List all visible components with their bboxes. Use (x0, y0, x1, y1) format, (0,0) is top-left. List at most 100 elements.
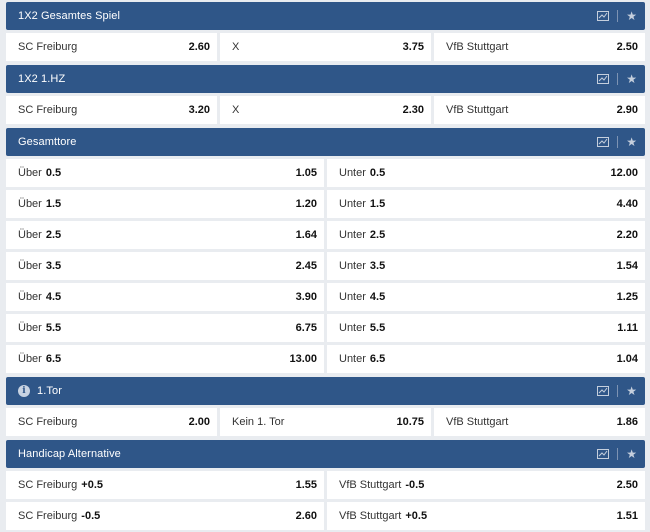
handicap-value: 5.5 (369, 322, 386, 334)
selection-label: Über 6.5 (18, 353, 61, 365)
stats-icon[interactable] (597, 11, 610, 21)
selection-text: Unter (339, 291, 366, 303)
selection-label: Unter 4.5 (339, 291, 385, 303)
odds-cell[interactable]: SC Freiburg 3.20 (6, 96, 217, 124)
selection-label: Über 5.5 (18, 322, 61, 334)
selection-label: VfB Stuttgart (446, 104, 509, 116)
handicap-value: +0.5 (405, 510, 428, 522)
stats-icon[interactable] (597, 74, 610, 84)
handicap-value: 1.5 (369, 198, 386, 210)
selection-text: Über (18, 353, 42, 365)
odds-cell[interactable]: Über 4.5 3.90 (6, 283, 324, 311)
market-header[interactable]: 1X2 Gesamtes Spiel ★ (6, 2, 645, 30)
odds-cell[interactable]: SC Freiburg -0.5 2.60 (6, 502, 324, 530)
star-icon[interactable]: ★ (626, 9, 637, 23)
odds-value: 1.11 (617, 322, 638, 334)
odds-cell[interactable]: VfB Stuttgart 2.50 (434, 33, 645, 61)
odds-cell[interactable]: X 2.30 (220, 96, 431, 124)
odds-cell[interactable]: X 3.75 (220, 33, 431, 61)
odds-value: 1.04 (616, 353, 638, 365)
market-header[interactable]: Gesamttore ★ (6, 128, 645, 156)
handicap-value: -0.5 (405, 479, 425, 491)
odds-value: 2.50 (616, 479, 638, 491)
odds-cell[interactable]: Unter 5.5 1.11 (327, 314, 645, 342)
odds-value: 2.30 (402, 104, 424, 116)
odds-cell[interactable]: Über 3.5 2.45 (6, 252, 324, 280)
selection-label: Über 3.5 (18, 260, 61, 272)
selection-text: Unter (339, 167, 366, 179)
selection-label: Unter 2.5 (339, 229, 385, 241)
handicap-value: -0.5 (81, 510, 101, 522)
odds-value: 2.00 (188, 416, 210, 428)
odds-value: 1.25 (616, 291, 638, 303)
odds-cell[interactable]: Unter 6.5 1.04 (327, 345, 645, 373)
odds-value: 10.75 (396, 416, 424, 428)
market-handicap-alternative: Handicap Alternative ★ SC Freiburg +0.5 1.… (6, 440, 645, 532)
odds-cell[interactable]: Unter 0.5 12.00 (327, 159, 645, 187)
handicap-value: +0.5 (81, 479, 104, 491)
market-title: 1X2 Gesamtes Spiel (18, 10, 121, 22)
handicap-value: 4.5 (45, 291, 62, 303)
selection-text: Unter (339, 229, 366, 241)
odds-value: 1.64 (295, 229, 317, 241)
star-icon[interactable]: ★ (626, 447, 637, 461)
selection-label: Unter 3.5 (339, 260, 385, 272)
odds-value: 13.00 (289, 353, 317, 365)
selection-text: VfB Stuttgart (339, 479, 402, 491)
odds-cell[interactable]: Unter 4.5 1.25 (327, 283, 645, 311)
odds-value: 3.90 (295, 291, 317, 303)
market-tools: ★ (597, 2, 637, 30)
market-header[interactable]: i 1.Tor ★ (6, 377, 645, 405)
market-header[interactable]: 1X2 1.HZ ★ (6, 65, 645, 93)
odds-cell[interactable]: Unter 3.5 1.54 (327, 252, 645, 280)
star-icon[interactable]: ★ (626, 72, 637, 86)
odds-cell[interactable]: Unter 2.5 2.20 (327, 221, 645, 249)
stats-icon[interactable] (597, 137, 610, 147)
divider (617, 136, 619, 148)
odds-cell[interactable]: SC Freiburg +0.5 1.55 (6, 471, 324, 499)
selection-text: Unter (339, 322, 366, 334)
odds-row: SC Freiburg 3.20 X 2.30 VfB Stuttgart 2.90 (6, 96, 645, 124)
odds-cell[interactable]: VfB Stuttgart 1.86 (434, 408, 645, 436)
odds-cell[interactable]: Über 0.5 1.05 (6, 159, 324, 187)
selection-label: SC Freiburg -0.5 (18, 510, 100, 522)
market-1x2-full: 1X2 Gesamtes Spiel ★ SC Freiburg 2.60 X 3.… (6, 2, 645, 64)
odds-value: 1.05 (295, 167, 317, 179)
selection-text: SC Freiburg (18, 479, 78, 491)
odds-value: 1.54 (616, 260, 638, 272)
odds-cell[interactable]: Unter 1.5 4.40 (327, 190, 645, 218)
star-icon[interactable]: ★ (626, 135, 637, 149)
odds-row: Über 4.5 3.90 Unter 4.5 1.25 (6, 283, 645, 311)
odds-cell[interactable]: SC Freiburg 2.00 (6, 408, 217, 436)
odds-cell[interactable]: Über 2.5 1.64 (6, 221, 324, 249)
odds-cell[interactable]: VfB Stuttgart -0.5 2.50 (327, 471, 645, 499)
odds-row: SC Freiburg +0.5 1.55 VfB Stuttgart -0.5 2.5… (6, 471, 645, 499)
odds-cell[interactable]: Über 5.5 6.75 (6, 314, 324, 342)
odds-value: 2.60 (295, 510, 317, 522)
stats-icon[interactable] (597, 449, 610, 459)
odds-cell[interactable]: Über 6.5 13.00 (6, 345, 324, 373)
odds-row: SC Freiburg 2.60 X 3.75 VfB Stuttgart 2.50 (6, 33, 645, 61)
odds-cell[interactable]: Kein 1. Tor 10.75 (220, 408, 431, 436)
divider (617, 10, 619, 22)
star-icon[interactable]: ★ (626, 384, 637, 398)
odds-cell[interactable]: SC Freiburg 2.60 (6, 33, 217, 61)
odds-value: 2.60 (188, 41, 210, 53)
selection-label: X (232, 104, 240, 116)
info-icon[interactable]: i (18, 385, 30, 397)
market-title: 1.Tor (37, 385, 62, 397)
selection-label: X (232, 41, 240, 53)
handicap-value: 4.5 (369, 291, 386, 303)
odds-cell[interactable]: VfB Stuttgart +0.5 1.51 (327, 502, 645, 530)
odds-cell[interactable]: VfB Stuttgart 2.90 (434, 96, 645, 124)
odds-value: 2.90 (616, 104, 638, 116)
stats-icon[interactable] (597, 386, 610, 396)
market-title: Handicap Alternative (18, 448, 121, 460)
selection-label: Über 2.5 (18, 229, 61, 241)
selection-text: Über (18, 260, 42, 272)
odds-cell[interactable]: Über 1.5 1.20 (6, 190, 324, 218)
market-title: 1X2 1.HZ (18, 73, 66, 85)
market-header[interactable]: Handicap Alternative ★ (6, 440, 645, 468)
handicap-value: 3.5 (369, 260, 386, 272)
odds-value: 2.20 (616, 229, 638, 241)
